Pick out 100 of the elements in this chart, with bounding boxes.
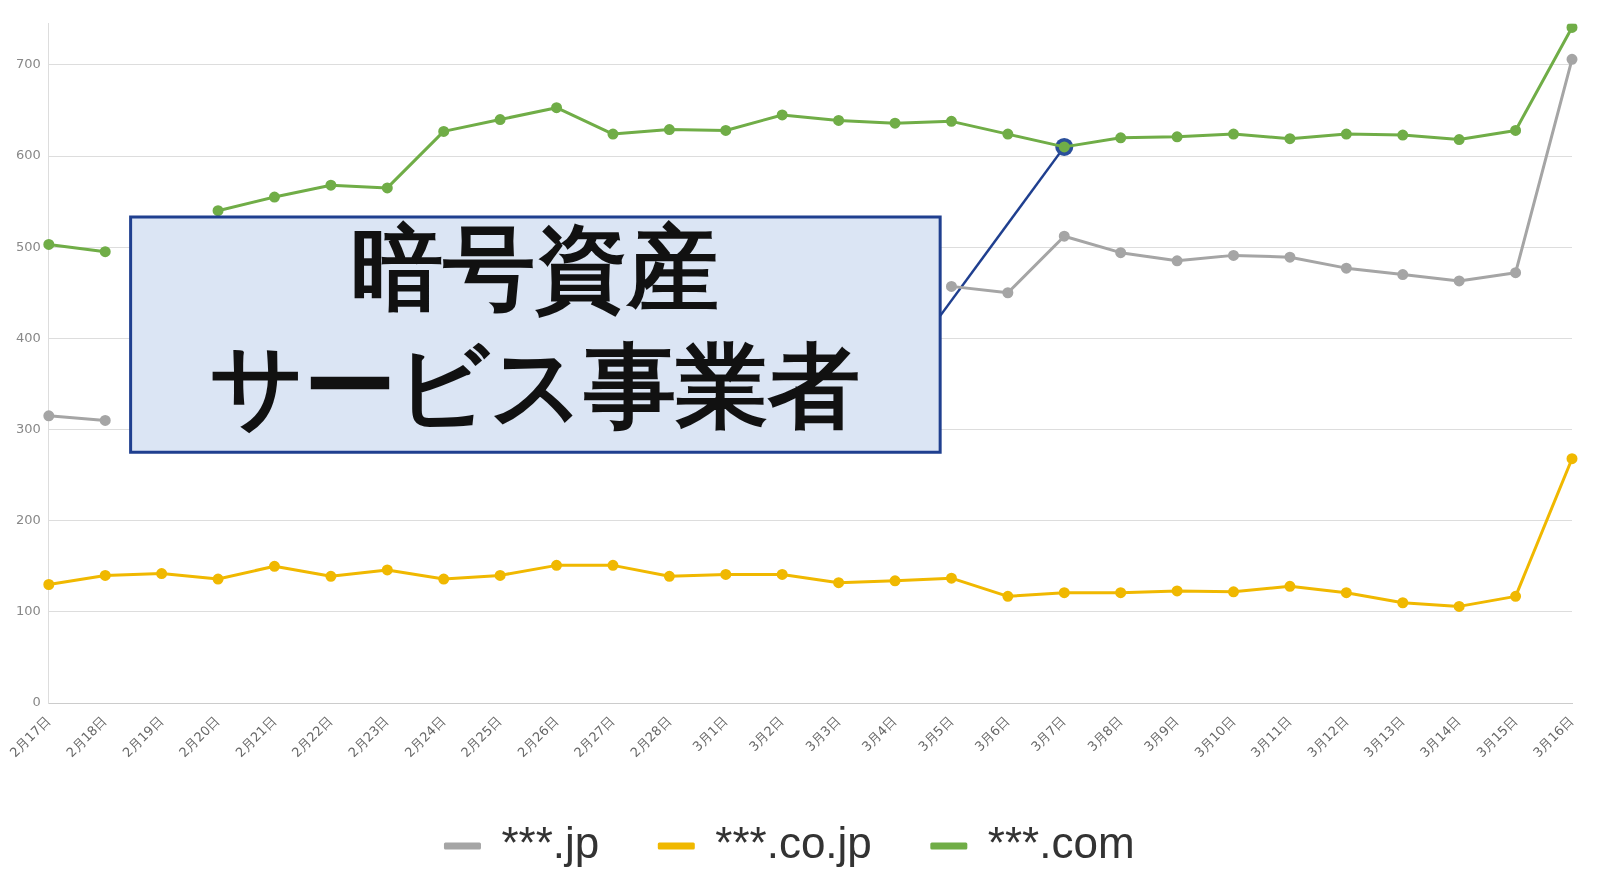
x-tick-label: 3月1日 (689, 713, 731, 755)
x-tick-label: 3月11日 (1247, 713, 1295, 760)
point (1228, 586, 1240, 598)
x-tick-label: 2月25日 (458, 713, 505, 760)
point (1510, 267, 1522, 279)
point (551, 102, 563, 114)
x-tick-label: 2月24日 (401, 713, 449, 760)
point (551, 559, 563, 571)
point (494, 114, 506, 126)
point (1566, 453, 1578, 465)
point (1284, 580, 1296, 592)
x-tick-label: 2月18日 (63, 713, 110, 760)
x-tick-label: 3月7日 (1028, 713, 1069, 755)
point (945, 572, 957, 584)
point (833, 114, 845, 126)
point (1566, 53, 1578, 65)
x-tick-label: 3月13日 (1360, 713, 1408, 760)
point (1453, 134, 1465, 146)
x-tick-label: 3月9日 (1140, 713, 1182, 755)
point (889, 117, 901, 129)
point (1397, 597, 1409, 609)
point (43, 410, 55, 422)
y-tick-label: 300 (15, 420, 41, 436)
x-tick-label: 3月2日 (746, 713, 787, 755)
x-tick-label: 2月22日 (288, 713, 336, 760)
point (1397, 269, 1409, 281)
point (1171, 255, 1183, 267)
point (212, 205, 224, 217)
point (43, 238, 55, 250)
point (889, 575, 901, 587)
x-tick-label: 2月20日 (176, 713, 223, 760)
point (1284, 133, 1296, 145)
point (833, 577, 845, 589)
point (1340, 128, 1352, 140)
point (1340, 587, 1352, 599)
point (99, 569, 111, 581)
point (268, 191, 280, 203)
x-tick-label: 2月17日 (6, 713, 54, 760)
x-tick-label: 2月26日 (514, 713, 562, 760)
x-tick-label: 3月12日 (1304, 713, 1351, 760)
x-tick-label: 2月19日 (119, 713, 167, 760)
point (1171, 585, 1183, 597)
x-tick-label: 3月10日 (1191, 713, 1239, 760)
point (1397, 129, 1409, 141)
point (156, 568, 168, 580)
point (1115, 247, 1127, 259)
point (1002, 590, 1014, 602)
point (663, 124, 675, 136)
point (1510, 124, 1522, 136)
point (1284, 251, 1296, 263)
point (212, 573, 224, 585)
point (1453, 275, 1465, 287)
point (325, 570, 337, 582)
point (381, 182, 393, 194)
point (776, 109, 788, 121)
point (607, 559, 619, 571)
x-tick-label: 3月15日 (1473, 713, 1521, 760)
point (381, 564, 393, 576)
point (1228, 128, 1240, 140)
point (1002, 287, 1014, 299)
point (945, 115, 957, 127)
point (99, 414, 111, 426)
point (99, 246, 111, 258)
legend-label: ***.co.jp (715, 818, 872, 868)
point (720, 124, 732, 136)
point (1510, 590, 1522, 602)
point (1058, 587, 1070, 599)
y-tick-label: 0 (32, 694, 41, 710)
x-tick-label: 3月16日 (1529, 713, 1577, 760)
point (1228, 249, 1240, 261)
y-tick-label: 400 (15, 329, 41, 345)
point (494, 569, 506, 581)
point (1002, 128, 1014, 140)
annotation: 暗号資産 (351, 214, 720, 322)
point (1340, 262, 1352, 274)
point (1171, 131, 1183, 143)
point (720, 568, 732, 580)
point (325, 179, 337, 191)
point (43, 579, 55, 591)
y-tick-label: 700 (15, 56, 41, 72)
x-tick-label: 2月27日 (570, 713, 618, 760)
x-tick-label: 2月21日 (232, 713, 279, 760)
y-tick-label: 200 (15, 512, 41, 528)
point (1115, 587, 1127, 599)
x-tick-label: 3月3日 (802, 713, 844, 755)
y-tick-label: 600 (15, 147, 41, 163)
point (776, 568, 788, 580)
point (268, 560, 280, 572)
point (438, 573, 450, 585)
x-tick-label: 3月4日 (858, 713, 900, 755)
x-tick-label: 3月5日 (915, 713, 956, 755)
y-tick-label: 100 (15, 603, 41, 619)
point (438, 125, 450, 137)
point (1566, 23, 1578, 33)
y-tick-label: 500 (15, 238, 41, 254)
point (945, 280, 957, 292)
legend-label: ***.jp (501, 818, 600, 868)
annotation: サービス事業者 (210, 332, 861, 440)
point (607, 128, 619, 140)
legend-label: ***.com (987, 818, 1135, 868)
